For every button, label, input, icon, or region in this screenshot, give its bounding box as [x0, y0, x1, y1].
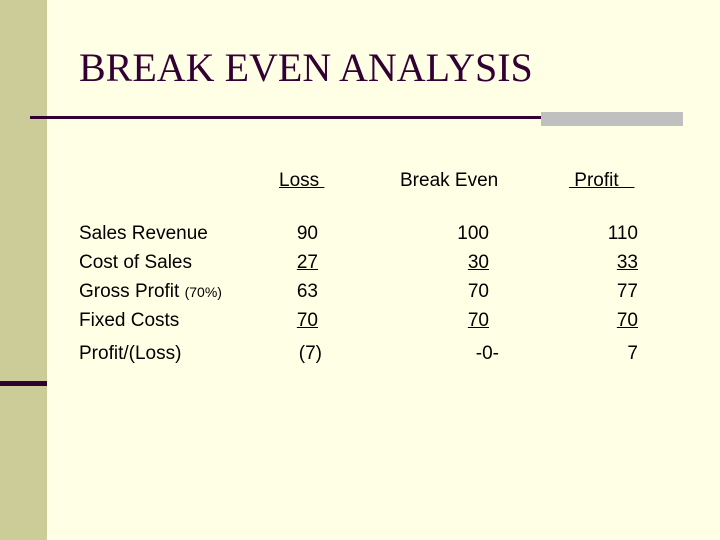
- break-even-cost: 30: [467, 252, 489, 273]
- break-even-fixed: 70: [467, 310, 489, 331]
- profit-result: 7: [627, 343, 638, 364]
- label-fixed-costs: Fixed Costs: [79, 310, 180, 331]
- label-cost-of-sales: Cost of Sales: [79, 252, 192, 273]
- page-title: BREAK EVEN ANALYSIS: [79, 45, 533, 90]
- gross-profit-text: Gross Profit: [79, 281, 185, 302]
- header-break-even: Break Even: [400, 170, 499, 191]
- sidebar-band: [0, 0, 47, 540]
- title-divider: [30, 116, 682, 119]
- header-profit: Profit: [569, 170, 635, 191]
- loss-result: (7): [298, 343, 322, 364]
- loss-cost: 27: [296, 252, 318, 273]
- profit-cost: 33: [616, 252, 638, 273]
- profit-sales: 110: [607, 223, 638, 244]
- gross-profit-percent: (70%): [184, 284, 222, 300]
- break-even-result: -0-: [475, 343, 499, 364]
- loss-fixed: 70: [296, 310, 318, 331]
- loss-gross: 63: [296, 281, 318, 302]
- profit-gross: 77: [616, 281, 638, 302]
- break-even-sales: 100: [457, 223, 489, 244]
- header-loss: Loss: [279, 170, 325, 191]
- break-even-gross: 70: [467, 281, 489, 302]
- label-gross-profit: Gross Profit (70%): [79, 281, 222, 303]
- label-sales-revenue: Sales Revenue: [79, 223, 208, 244]
- title-divider-accent: [541, 112, 683, 126]
- label-profit-loss: Profit/(Loss): [79, 343, 182, 364]
- loss-sales: 90: [296, 223, 318, 244]
- profit-fixed: 70: [616, 310, 638, 331]
- sidebar-accent-line: [0, 381, 47, 386]
